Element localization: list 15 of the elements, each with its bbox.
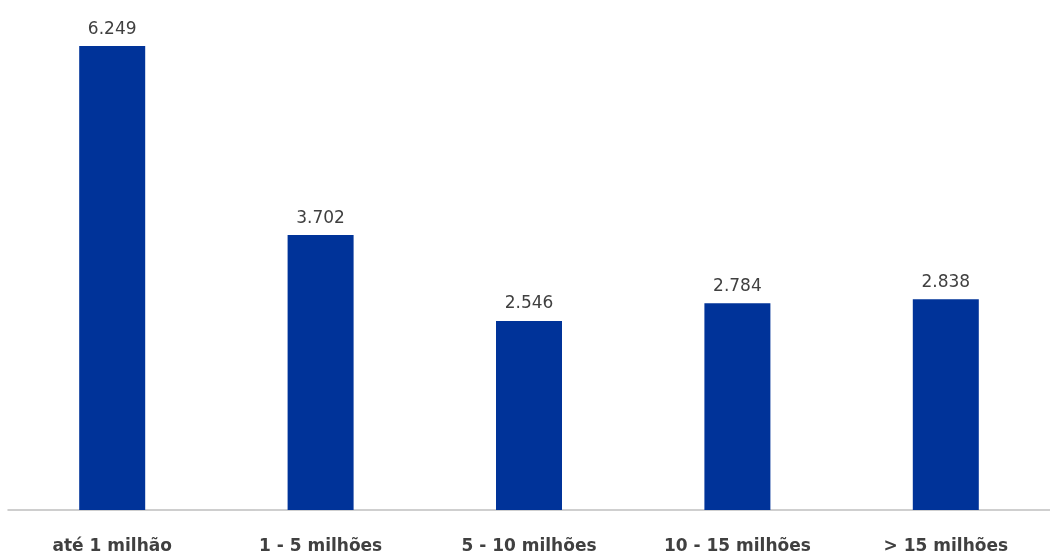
x-tick-label: 10 - 15 milhões (663, 534, 811, 555)
bar (287, 235, 354, 510)
x-tick-label: 1 - 5 milhões (258, 534, 383, 555)
bar (79, 46, 146, 510)
bar (912, 299, 979, 510)
data-label: 2.784 (713, 274, 762, 295)
data-label: 3.702 (296, 206, 345, 227)
data-label: 6.249 (87, 17, 137, 38)
x-tick-label: > 15 milhões (883, 534, 1009, 555)
x-tick-label: 5 - 10 milhões (461, 534, 597, 555)
x-tick-label: até 1 milhão (52, 534, 172, 555)
data-label: 2.546 (504, 292, 554, 313)
bar (496, 320, 562, 510)
data-label: 2.838 (921, 270, 971, 291)
bar (704, 303, 771, 510)
